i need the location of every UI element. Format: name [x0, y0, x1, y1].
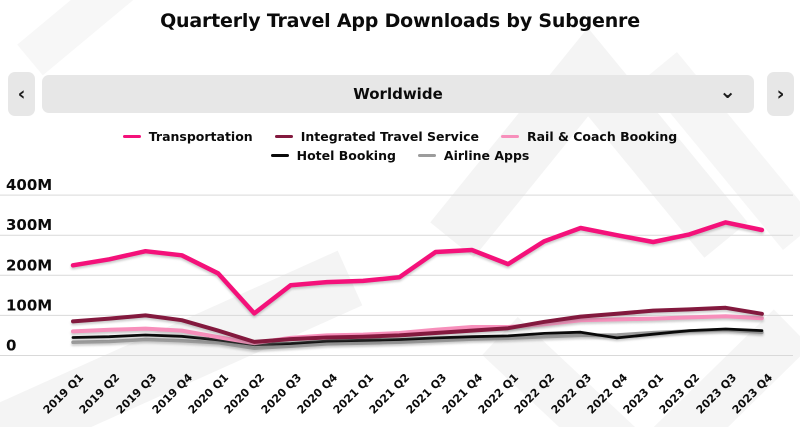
region-dropdown-value: Worldwide [353, 85, 443, 103]
legend-swatch-icon [270, 153, 289, 158]
legend-item-rail-coach-booking[interactable]: Rail & Coach Booking [501, 129, 677, 144]
legend-swatch-icon [417, 153, 436, 158]
chevron-left-icon: ‹ [17, 83, 26, 105]
chart-legend: Transportation Integrated Travel Service R… [50, 129, 750, 163]
legend-item-transportation[interactable]: Transportation [122, 129, 253, 144]
chevron-down-icon: ⌄ [719, 79, 736, 103]
legend-item-integrated-travel-service[interactable]: Integrated Travel Service [274, 129, 479, 144]
y-tick-label: 200M [6, 256, 52, 274]
chevron-right-icon: › [776, 83, 785, 105]
series-line-transportation [70, 220, 765, 316]
legend-item-airline-apps[interactable]: Airline Apps [417, 148, 530, 163]
legend-swatch-icon [122, 134, 141, 139]
legend-label: Transportation [148, 129, 253, 144]
chart-plot: 400M 300M 200M 100M 0 [0, 176, 793, 356]
next-region-button[interactable]: › [767, 72, 794, 116]
legend-swatch-icon [501, 134, 519, 139]
legend-label: Airline Apps [443, 148, 530, 163]
y-tick-label: 0 [6, 337, 16, 355]
prev-region-button[interactable]: ‹ [8, 72, 35, 116]
y-tick-label: 300M [6, 216, 52, 234]
legend-item-hotel-booking[interactable]: Hotel Booking [270, 148, 396, 163]
legend-swatch-icon [274, 134, 293, 139]
y-tick-label: 400M [6, 176, 52, 194]
x-axis-labels: 2019 Q1 2019 Q2 2019 Q3 2019 Q4 2020 Q1 2020 … [0, 365, 800, 427]
legend-label: Hotel Booking [296, 148, 396, 163]
region-dropdown[interactable]: Worldwide ⌄ [42, 75, 754, 113]
page-title: Quarterly Travel App Downloads by Subgen… [160, 10, 640, 32]
legend-label: Rail & Coach Booking [527, 129, 678, 144]
y-tick-label: 100M [6, 296, 52, 314]
region-selector: ‹ Worldwide ⌄ › [0, 72, 800, 116]
downloads-chart: 400M 300M 200M 100M 0 2019 Q1 2019 Q2 2019 Q3 2… [0, 176, 800, 427]
legend-label: Integrated Travel Service [300, 129, 479, 144]
